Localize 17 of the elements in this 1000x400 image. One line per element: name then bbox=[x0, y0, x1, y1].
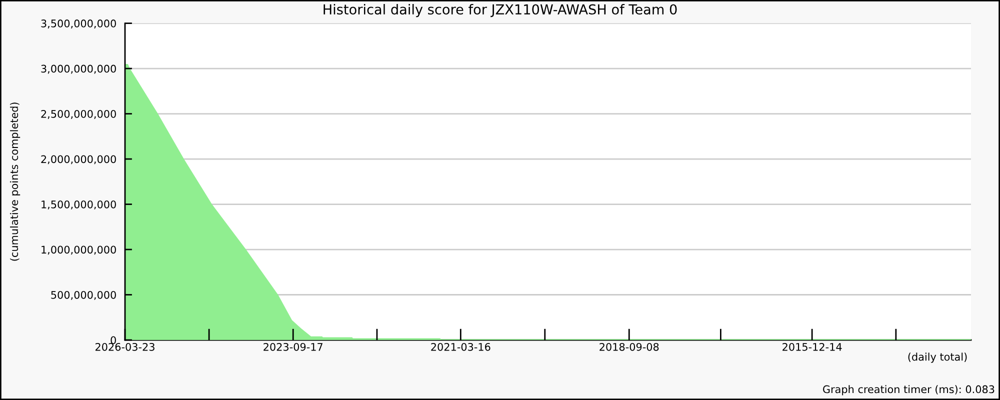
y-tick-label: 3,500,000,000 bbox=[41, 20, 116, 28]
y-axis-title: (cumulative points completed) bbox=[10, 102, 20, 261]
y-tick-label: 1,000,000,000 bbox=[42, 246, 116, 255]
y-tick-label: 2,000,000,000 bbox=[41, 155, 116, 164]
x-tick-label: 2023-09-17 bbox=[264, 342, 322, 351]
x-tick-label: 2018-09-08 bbox=[600, 342, 659, 351]
x-tick-label: 2015-12-14 bbox=[782, 342, 842, 351]
y-tick-label: 0 bbox=[110, 336, 116, 344]
y-tick-label: 1,500,000,000 bbox=[42, 200, 116, 210]
x-tick-label: 2021-03-16 bbox=[431, 342, 490, 351]
chart-title: Historical daily score for JZX110W-AWASH of Team 0 bbox=[324, 4, 677, 18]
y-tick-label: 500,000,000 bbox=[51, 290, 116, 300]
y-tick-label: 3,000,000,000 bbox=[41, 64, 116, 74]
x-tick-label: 2026-03-23 bbox=[95, 342, 154, 351]
y-tick-label: 2,500,000,000 bbox=[41, 110, 116, 119]
text: Graph creation timer (ms): 0.083 bbox=[823, 385, 994, 396]
x-axis-title: (daily total) bbox=[908, 352, 967, 363]
